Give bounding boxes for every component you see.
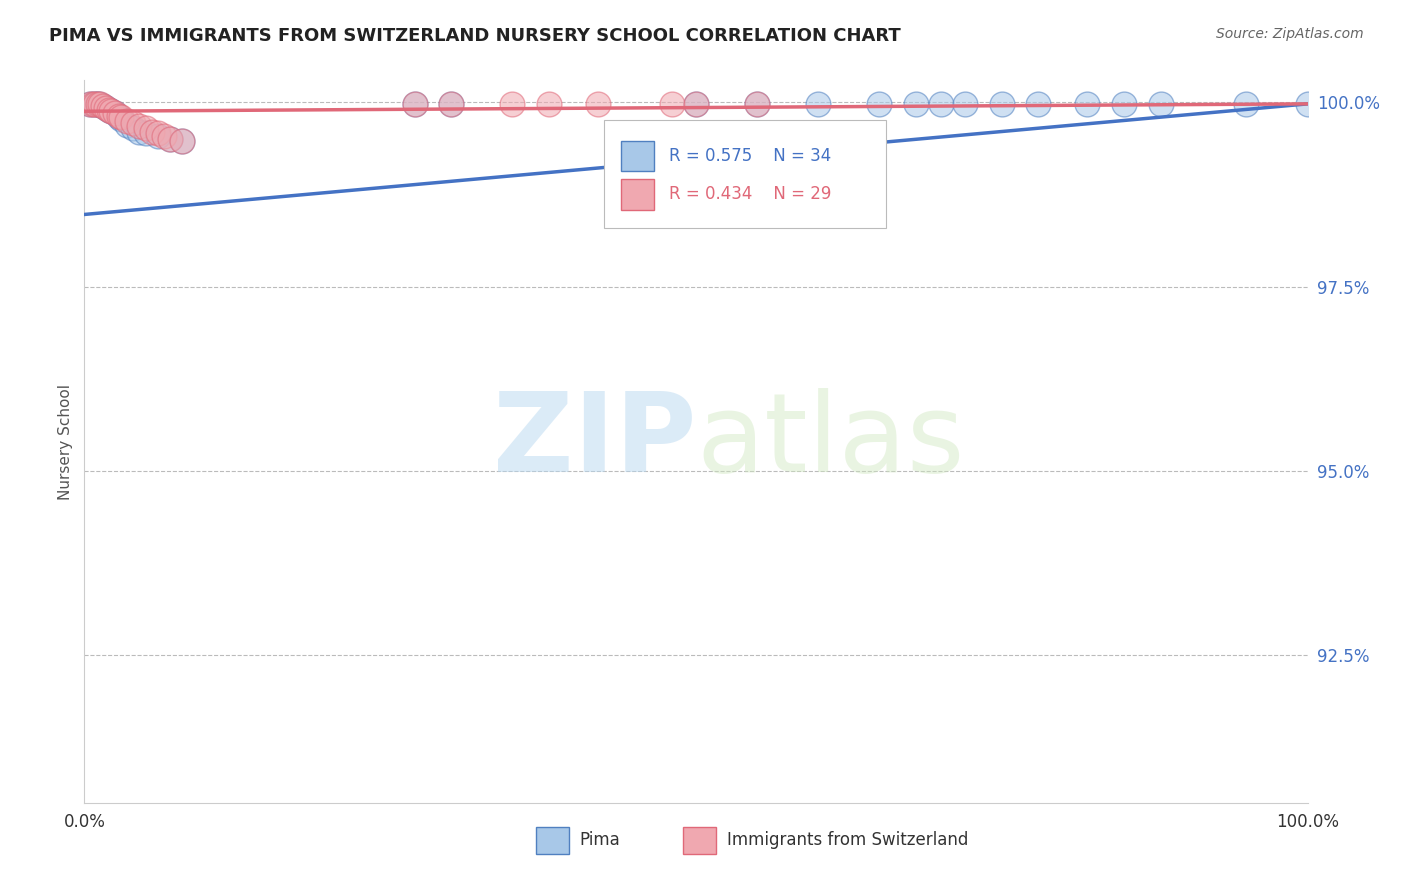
Text: R = 0.434    N = 29: R = 0.434 N = 29 <box>669 186 831 203</box>
Point <box>807 96 830 111</box>
Point <box>79 96 101 111</box>
Point <box>79 96 101 111</box>
Point <box>586 96 609 111</box>
Point <box>104 106 127 120</box>
Point <box>538 96 561 111</box>
Point <box>100 104 122 119</box>
FancyBboxPatch shape <box>621 141 654 171</box>
Point <box>159 132 181 146</box>
Point <box>404 96 426 111</box>
Point <box>685 96 707 111</box>
Point <box>661 96 683 111</box>
Point <box>146 128 169 143</box>
Point <box>929 96 952 111</box>
Point <box>172 134 194 148</box>
Point <box>91 99 114 113</box>
Point <box>747 96 769 111</box>
Point <box>110 110 132 124</box>
Point <box>128 125 150 139</box>
Point <box>1236 96 1258 111</box>
Text: R = 0.575    N = 34: R = 0.575 N = 34 <box>669 147 831 165</box>
Point <box>128 119 150 133</box>
Point <box>107 109 129 123</box>
Point <box>100 104 122 119</box>
Point <box>87 96 110 111</box>
Point <box>440 96 463 111</box>
Point <box>953 96 976 111</box>
Point <box>84 96 107 111</box>
Point <box>146 127 169 141</box>
Point <box>747 96 769 111</box>
Point <box>404 96 426 111</box>
Point <box>159 132 181 146</box>
Text: Immigrants from Switzerland: Immigrants from Switzerland <box>727 831 967 849</box>
Point <box>110 112 132 126</box>
Point <box>905 96 928 111</box>
Point <box>96 101 118 115</box>
Point <box>141 125 163 139</box>
Point <box>87 96 110 111</box>
FancyBboxPatch shape <box>682 828 716 855</box>
Point <box>153 128 176 143</box>
Text: ZIP: ZIP <box>492 388 696 495</box>
Point <box>91 99 114 113</box>
Point <box>685 96 707 111</box>
Point <box>97 103 120 117</box>
Point <box>122 116 145 130</box>
Text: PIMA VS IMMIGRANTS FROM SWITZERLAND NURSERY SCHOOL CORRELATION CHART: PIMA VS IMMIGRANTS FROM SWITZERLAND NURS… <box>49 27 901 45</box>
Point <box>82 96 104 111</box>
Point <box>1150 96 1173 111</box>
Point <box>1114 96 1136 111</box>
Point <box>502 96 524 111</box>
Point <box>869 96 891 111</box>
FancyBboxPatch shape <box>605 120 886 228</box>
Point <box>1296 96 1319 111</box>
Point <box>122 121 145 136</box>
Point <box>440 96 463 111</box>
FancyBboxPatch shape <box>536 828 569 855</box>
Text: atlas: atlas <box>696 388 965 495</box>
Point <box>135 121 157 136</box>
Point <box>86 96 108 111</box>
Point <box>97 103 120 117</box>
Point <box>172 134 194 148</box>
Point <box>96 101 118 115</box>
Point <box>115 118 138 132</box>
Point <box>107 110 129 124</box>
Point <box>991 96 1014 111</box>
Point <box>104 106 127 120</box>
Point <box>1076 96 1098 111</box>
Y-axis label: Nursery School: Nursery School <box>58 384 73 500</box>
Point <box>135 127 157 141</box>
FancyBboxPatch shape <box>621 179 654 210</box>
Point <box>1028 96 1050 111</box>
Text: Source: ZipAtlas.com: Source: ZipAtlas.com <box>1216 27 1364 41</box>
Point <box>89 96 111 111</box>
Text: Pima: Pima <box>579 831 620 849</box>
Point <box>115 113 138 128</box>
Point <box>83 96 105 111</box>
